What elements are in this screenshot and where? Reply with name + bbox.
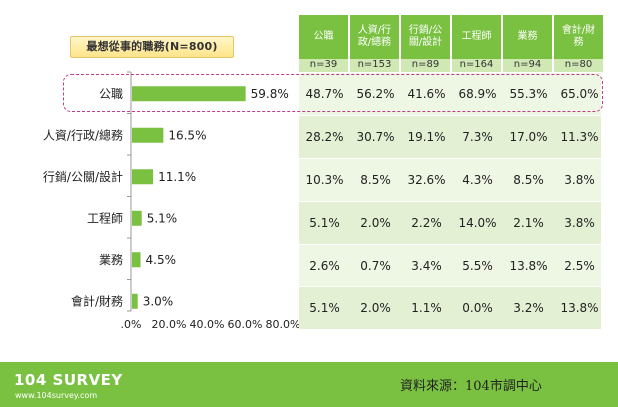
x-tick-label: .0% bbox=[121, 318, 142, 331]
column-sample-size: n=39 bbox=[299, 59, 350, 72]
table-cell: 2.0% bbox=[360, 301, 391, 315]
column-header: 人資/行 政/總務 bbox=[350, 15, 401, 59]
table-cell: 3.8% bbox=[564, 216, 595, 230]
column-header: 業務 bbox=[503, 15, 554, 59]
table-row: 5.1% 2.0% 2.2% 14.0% 2.1% 3.8% bbox=[299, 201, 601, 244]
table-cell: 2.6% bbox=[309, 259, 340, 273]
bar-value-label: 16.5% bbox=[168, 128, 206, 142]
table-cell: 1.1% bbox=[411, 301, 442, 315]
column-sample-size: n=153 bbox=[350, 59, 401, 72]
column-header: 會計/財 務 bbox=[554, 15, 605, 59]
table-cell: 17.0% bbox=[509, 130, 548, 144]
bar-value-label: 5.1% bbox=[147, 211, 178, 225]
table-row: 2.6% 0.7% 3.4% 5.5% 13.8% 2.5% bbox=[299, 244, 601, 287]
table-row: 48.7% 56.2% 41.6% 68.9% 55.3% 65.0% bbox=[299, 72, 601, 115]
category-label: 業務 bbox=[99, 253, 123, 267]
bar-value-label: 4.5% bbox=[146, 253, 177, 267]
column-header: 公職 bbox=[299, 15, 350, 59]
table-cell: 2.0% bbox=[360, 216, 391, 230]
bar bbox=[132, 127, 164, 143]
table-cell: 2.2% bbox=[411, 216, 442, 230]
table-cell: 41.6% bbox=[407, 87, 446, 101]
chart-title: 最想從事的職務(N=800) bbox=[70, 36, 234, 58]
column-sample-size: n=94 bbox=[503, 59, 554, 72]
highlight-row-frame bbox=[63, 74, 603, 112]
table-cell: 2.1% bbox=[513, 216, 544, 230]
table-cell: 30.7% bbox=[356, 130, 395, 144]
table-cell: 10.3% bbox=[305, 173, 344, 187]
bar bbox=[132, 293, 138, 309]
table-cell: 5.1% bbox=[309, 301, 340, 315]
bar bbox=[132, 86, 246, 102]
column-sample-size: n=80 bbox=[554, 59, 605, 72]
column-header: 行銷/公 關/設計 bbox=[401, 15, 452, 59]
table-cell: 48.7% bbox=[305, 87, 344, 101]
footer-logo: 104 SURVEY bbox=[14, 371, 123, 389]
x-tick-label: 60.0% bbox=[228, 318, 263, 331]
table-cell: 56.2% bbox=[356, 87, 395, 101]
table-cell: 0.7% bbox=[360, 259, 391, 273]
table-cell: 3.2% bbox=[513, 301, 544, 315]
bar-chart: 公職 59.8% 人資/行政/總務 16.5% 行銷/公關/設計 11.1% 工程師 5.1%… bbox=[43, 71, 300, 331]
table-cell: 7.3% bbox=[462, 130, 493, 144]
table-cell: 2.5% bbox=[564, 259, 595, 273]
category-label: 會計/財務 bbox=[71, 293, 123, 308]
bar bbox=[132, 252, 141, 268]
table-cell: 13.8% bbox=[509, 259, 548, 273]
table-cell: 55.3% bbox=[509, 87, 548, 101]
table-cell: 0.0% bbox=[462, 301, 493, 315]
category-label: 工程師 bbox=[87, 210, 123, 225]
table-row: 28.2% 30.7% 19.1% 7.3% 17.0% 11.3% bbox=[299, 115, 601, 158]
category-label: 公職 bbox=[99, 87, 123, 101]
footer-url: www.104survey.com bbox=[15, 391, 98, 400]
footer-source: 資料來源：104市調中心 bbox=[400, 379, 542, 394]
column-sample-size: n=89 bbox=[401, 59, 452, 72]
table-row: 10.3% 8.5% 32.6% 4.3% 8.5% 3.8% bbox=[299, 158, 601, 201]
x-tick-label: 20.0% bbox=[152, 318, 187, 331]
x-tick-label: 80.0% bbox=[266, 318, 300, 331]
footer-bar: 104 SURVEY www.104survey.com 資料來源：104市調中… bbox=[0, 362, 618, 407]
bar bbox=[132, 169, 154, 185]
table-cell: 11.3% bbox=[560, 130, 599, 144]
table-cell: 65.0% bbox=[560, 87, 599, 101]
table-cell: 68.9% bbox=[458, 87, 497, 101]
table-cell: 3.4% bbox=[411, 259, 442, 273]
table-cell: 4.3% bbox=[462, 173, 493, 187]
table-cell: 5.5% bbox=[462, 259, 493, 273]
bar bbox=[132, 210, 142, 226]
table-cell: 14.0% bbox=[458, 216, 497, 230]
table-row: 5.1% 2.0% 1.1% 0.0% 3.2% 13.8% bbox=[299, 286, 601, 329]
table-cell: 28.2% bbox=[305, 130, 344, 144]
table-cell: 5.1% bbox=[309, 216, 340, 230]
table-cell: 32.6% bbox=[407, 173, 446, 187]
category-label: 行銷/公關/設計 bbox=[43, 169, 123, 184]
table-cell: 13.8% bbox=[560, 301, 599, 315]
bar-value-label: 59.8% bbox=[251, 87, 289, 101]
bar-value-label: 3.0% bbox=[143, 294, 174, 308]
category-label: 人資/行政/總務 bbox=[43, 127, 123, 142]
bar-value-label: 11.1% bbox=[158, 170, 196, 184]
table-cell: 3.8% bbox=[564, 173, 595, 187]
column-sample-size: n=164 bbox=[452, 59, 503, 72]
table-cell: 19.1% bbox=[407, 130, 446, 144]
column-header: 工程師 bbox=[452, 15, 503, 59]
x-tick-label: 40.0% bbox=[190, 318, 225, 331]
table-cell: 8.5% bbox=[360, 173, 391, 187]
table-cell: 8.5% bbox=[513, 173, 544, 187]
